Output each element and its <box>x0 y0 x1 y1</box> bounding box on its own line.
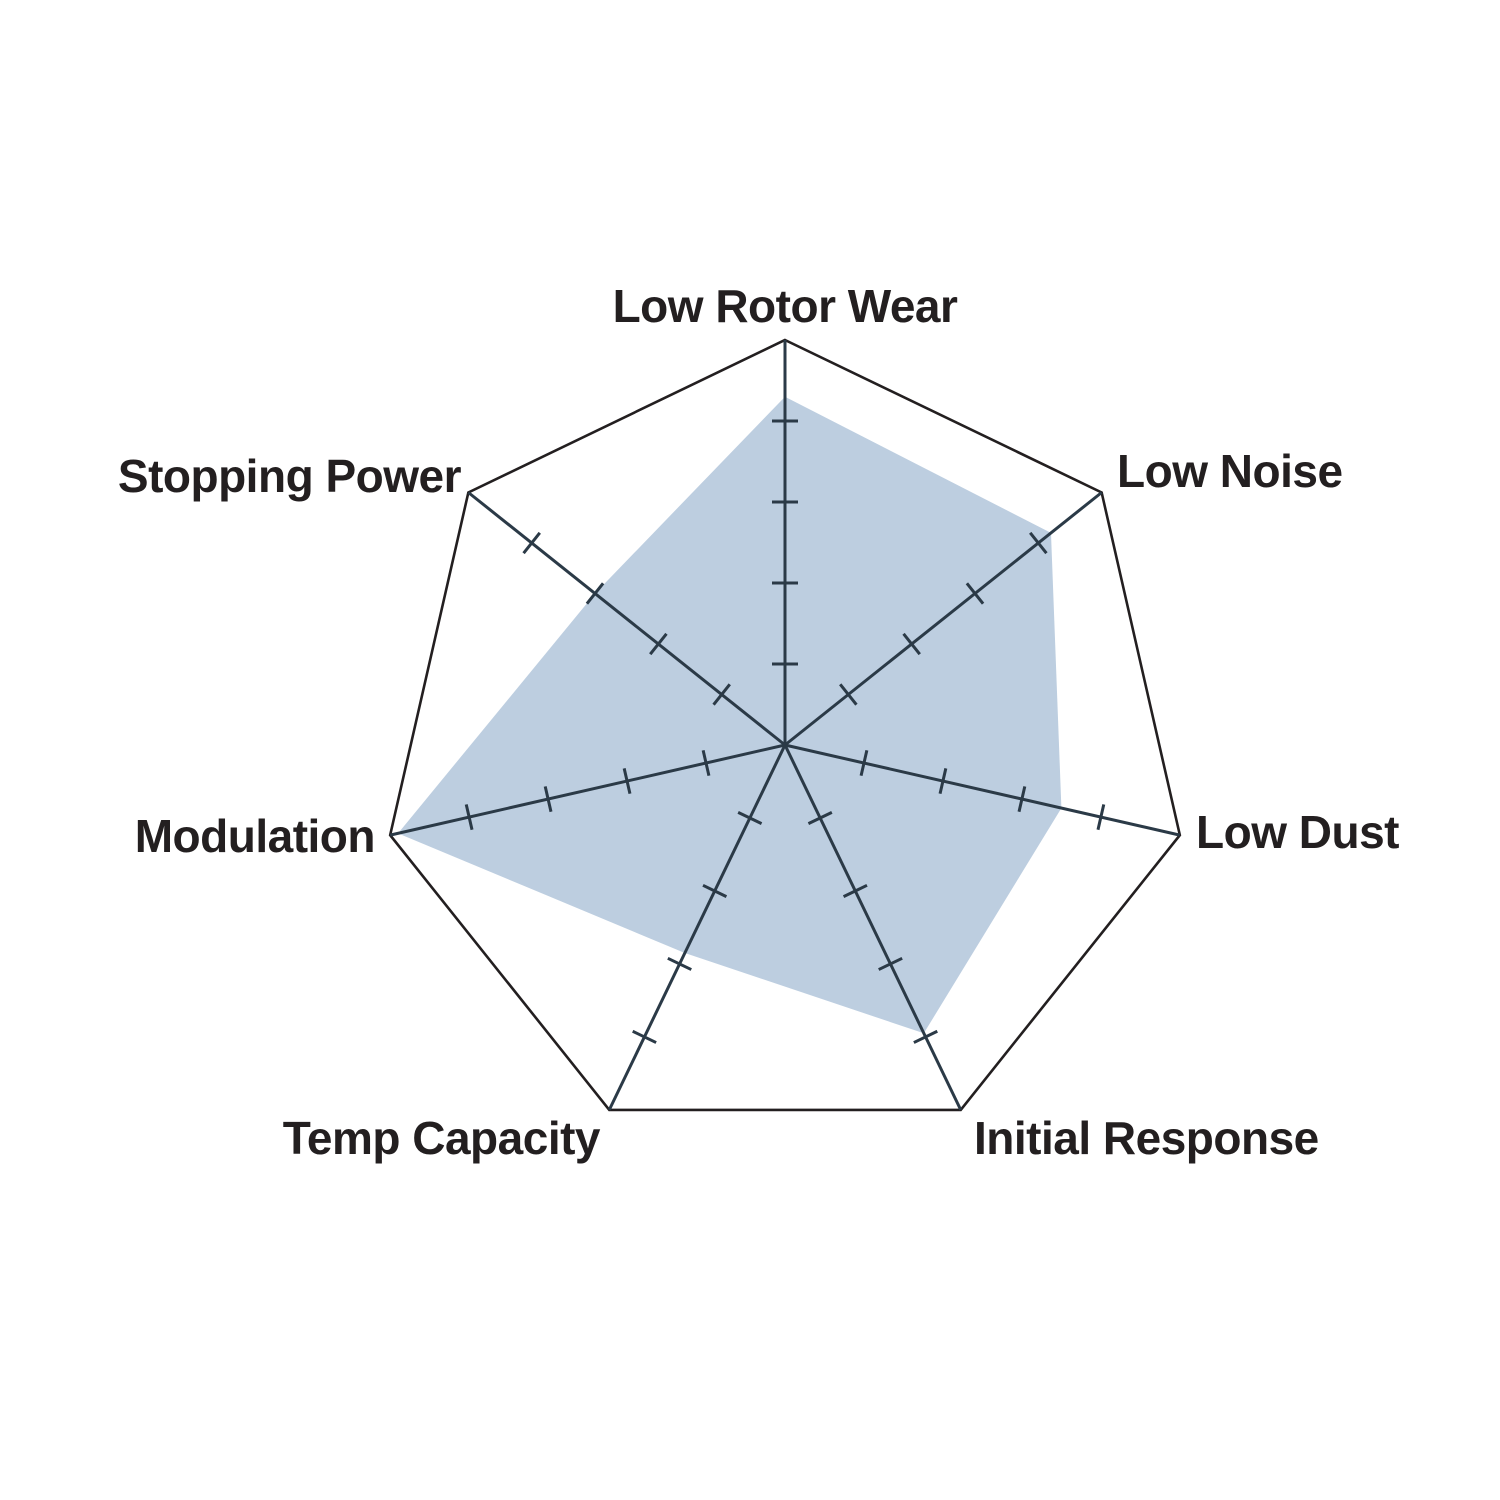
radar-spoke-5 <box>389 743 786 837</box>
radar-tick-2-2 <box>938 768 948 795</box>
radar-data-polygon-series-0 <box>398 396 1062 1034</box>
radar-spoke-2 <box>784 743 1181 837</box>
radar-tick-3-2 <box>842 883 868 898</box>
radar-tick-3-4 <box>913 1029 938 1044</box>
axis-label-modulation: Modulation <box>135 810 375 862</box>
radar-tick-5-1 <box>701 750 711 777</box>
radar-spoke-4 <box>607 744 787 1111</box>
radar-tick-2-3 <box>1017 786 1027 813</box>
axis-label-low-rotor-wear: Low Rotor Wear <box>613 280 958 332</box>
radar-axis-labels: Low Rotor Wear Low Noise Low Dust Initia… <box>118 280 1400 1164</box>
axis-label-stopping-power: Stopping Power <box>118 450 462 502</box>
axis-label-temp-capacity: Temp Capacity <box>283 1112 601 1164</box>
radar-tick-4-4 <box>632 1029 657 1044</box>
radar-tick-1-4 <box>1029 531 1048 555</box>
radar-tick-6-2 <box>649 632 668 656</box>
radar-tick-3-1 <box>807 810 833 825</box>
radar-spoke-1 <box>784 491 1103 747</box>
radar-axis-spokes <box>389 340 1181 1111</box>
axis-label-low-dust: Low Dust <box>1196 806 1399 858</box>
radar-tick-5-4 <box>464 804 474 831</box>
radar-outer-polygon <box>388 338 1182 1112</box>
radar-tick-5-2 <box>622 768 632 795</box>
radar-tick-5-3 <box>543 786 553 813</box>
radar-tick-2-1 <box>859 750 869 777</box>
axis-label-initial-response: Initial Response <box>974 1112 1319 1164</box>
radar-spoke-6 <box>467 491 786 747</box>
radar-tick-2-4 <box>1096 804 1106 831</box>
radar-tick-4-1 <box>737 810 763 825</box>
radar-tick-3-3 <box>878 956 903 971</box>
radar-axis-ticks <box>464 419 1106 1044</box>
radar-tick-1-2 <box>902 632 921 656</box>
radar-tick-6-3 <box>585 582 605 605</box>
radar-tick-1-1 <box>839 683 858 706</box>
axis-label-low-noise: Low Noise <box>1117 445 1343 497</box>
radar-tick-4-3 <box>667 956 692 971</box>
radar-tick-6-4 <box>522 531 541 555</box>
radar-tick-1-3 <box>965 582 985 605</box>
radar-spoke-3 <box>783 744 963 1111</box>
radar-tick-4-2 <box>702 883 728 898</box>
radar-tick-6-1 <box>712 683 731 706</box>
